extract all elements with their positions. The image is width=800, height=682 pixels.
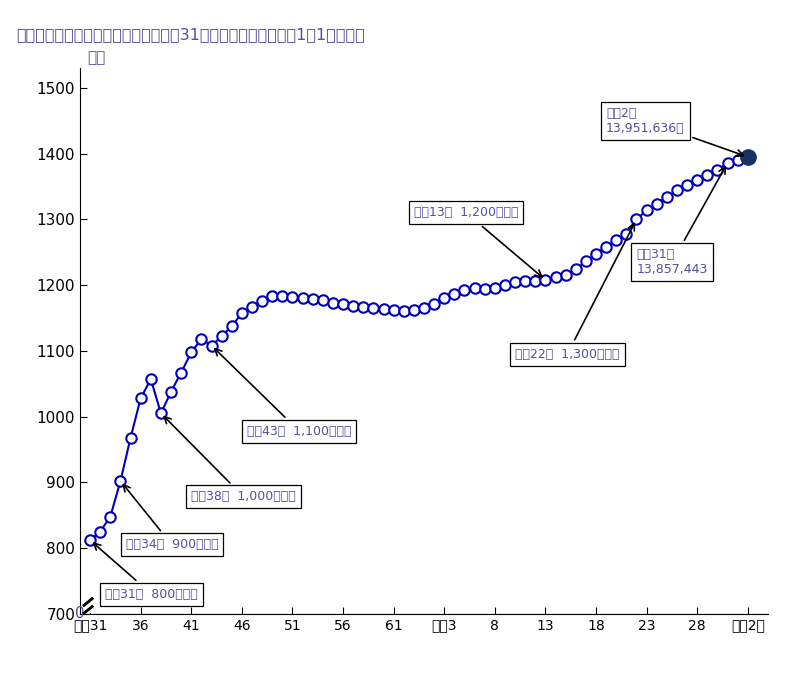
Text: 平成13年  1,200万人超: 平成13年 1,200万人超 <box>414 207 542 277</box>
Text: 昭和43年  1,100万人超: 昭和43年 1,100万人超 <box>215 349 351 438</box>
Bar <box>83 604 93 612</box>
Text: 昭和31年  800万人超: 昭和31年 800万人超 <box>94 544 198 601</box>
Text: 令和2年
13,951,636人: 令和2年 13,951,636人 <box>606 107 743 156</box>
Text: 0: 0 <box>75 606 85 621</box>
Text: 平成22年  1,300万人超: 平成22年 1,300万人超 <box>515 224 634 361</box>
Text: 平成31年
13,857,443: 平成31年 13,857,443 <box>637 167 726 276</box>
Text: 昭和38年  1,000万人超: 昭和38年 1,000万人超 <box>164 417 296 503</box>
Text: 東京都の総人口（推計）の推移（昭和31年〜令和２年）－各年1月1日現在－: 東京都の総人口（推計）の推移（昭和31年〜令和２年）－各年1月1日現在－ <box>16 27 365 42</box>
Text: 昭和34年  900万人超: 昭和34年 900万人超 <box>123 485 218 551</box>
Text: 万人: 万人 <box>87 50 106 65</box>
